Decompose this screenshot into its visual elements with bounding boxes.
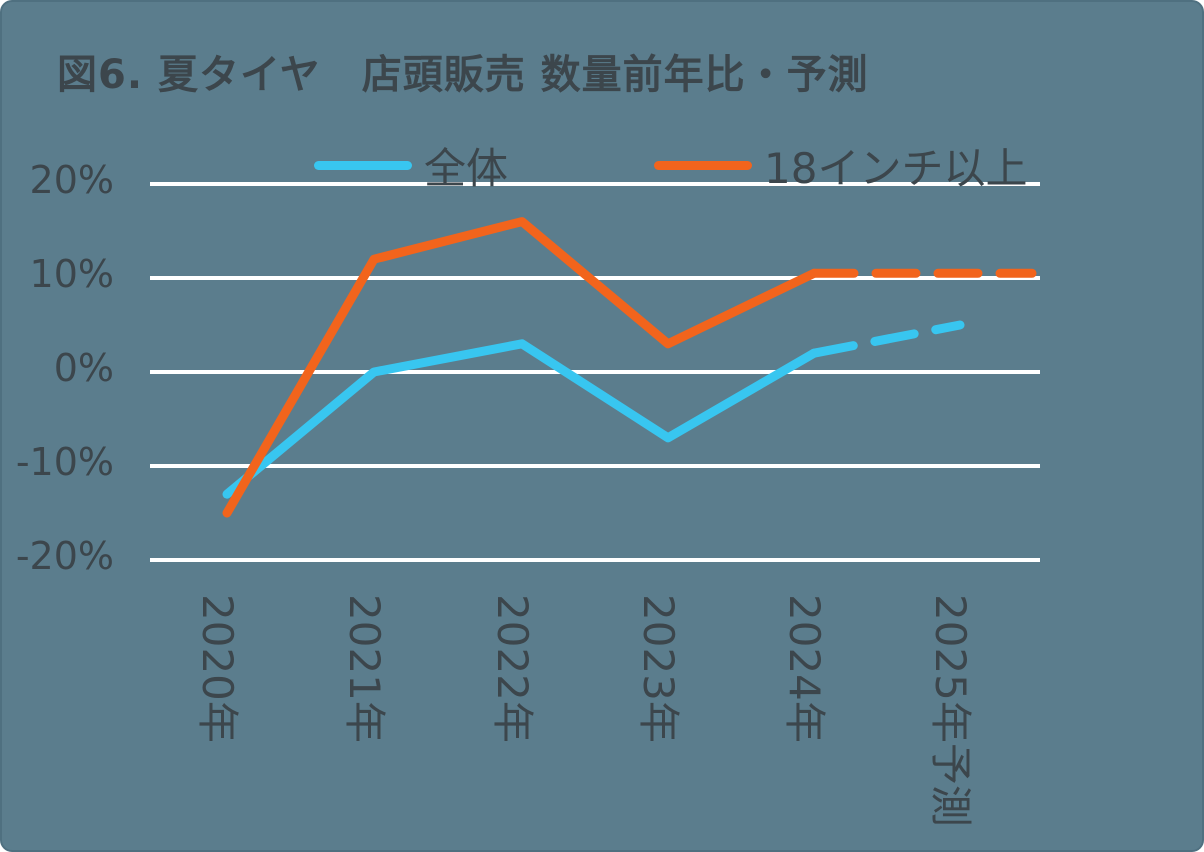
y-tick-label: 0% xyxy=(53,346,114,390)
legend-item-zentai: 全体 xyxy=(314,135,508,196)
legend-swatch-0 xyxy=(314,161,412,170)
x-tick-label: 2021年 xyxy=(340,594,389,743)
series-line-0-forecast xyxy=(809,320,965,358)
x-tick-label: 2023年 xyxy=(634,594,683,743)
legend-label-zentai: 全体 xyxy=(424,144,509,193)
x-tick-label: 2025年予測 xyxy=(926,594,975,827)
series-line-0 xyxy=(222,339,819,499)
x-tick-label: 2024年 xyxy=(780,594,829,743)
y-tick-label: -10% xyxy=(15,440,114,484)
y-tick-label: 10% xyxy=(29,252,114,296)
chart-title: 図6. 夏タイヤ 店頭販売 数量前年比・予測 xyxy=(57,52,869,98)
y-tick-label: 20% xyxy=(29,158,114,202)
y-tick-label: -20% xyxy=(15,534,114,578)
legend-item-18inch: 18インチ以上 xyxy=(654,135,1027,196)
series-line-1 xyxy=(222,217,819,518)
x-tick-label: 2020年 xyxy=(193,594,242,743)
legend-swatch-1 xyxy=(654,161,752,170)
legend-label-18inch: 18インチ以上 xyxy=(764,144,1028,193)
x-tick-label: 2022年 xyxy=(488,594,537,743)
